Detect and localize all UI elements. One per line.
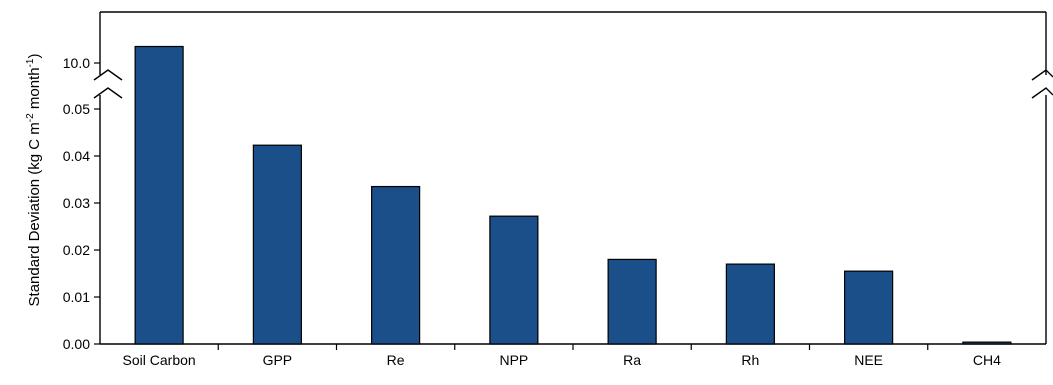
y-axis-title-main: Standard Deviation (kg C m bbox=[26, 122, 43, 306]
bar-ch4 bbox=[962, 341, 1012, 345]
y-tick-label: 0.01 bbox=[63, 289, 90, 305]
y-axis-ticks: 0.00 0.01 0.02 0.03 0.04 0.05 10.0 bbox=[63, 55, 100, 352]
plot-frame bbox=[93, 11, 1053, 345]
y-tick-label-break: 10.0 bbox=[63, 55, 90, 71]
x-tick-label: NEE bbox=[854, 352, 883, 368]
bar-soil-carbon bbox=[134, 45, 184, 345]
y-tick-label: 0.05 bbox=[63, 101, 90, 117]
y-axis-title-end: ) bbox=[26, 54, 43, 59]
axis-break-mark-left-lower bbox=[93, 87, 123, 99]
x-tick-label: NPP bbox=[499, 352, 528, 368]
bars bbox=[134, 45, 1012, 345]
y-tick-label: 0.03 bbox=[63, 195, 90, 211]
x-tick-label: Soil Carbon bbox=[123, 352, 196, 368]
axis-break-mark-right-upper bbox=[1031, 69, 1053, 81]
x-tick-label: Ra bbox=[623, 352, 641, 368]
x-tick-label: CH4 bbox=[973, 352, 1001, 368]
y-axis-title-sup1: -2 bbox=[25, 113, 36, 122]
axis-break-mark-left-upper bbox=[93, 69, 123, 81]
bar-nee bbox=[844, 270, 894, 345]
y-tick-label: 0.04 bbox=[63, 148, 90, 164]
bar-gpp bbox=[252, 144, 302, 345]
y-axis-title-mid: month bbox=[26, 67, 43, 113]
bar-ra bbox=[607, 258, 657, 345]
y-axis-title-sup2: -1 bbox=[25, 58, 36, 67]
bar-rh bbox=[725, 263, 775, 345]
bar-npp bbox=[489, 215, 539, 345]
y-axis-title: Standard Deviation (kg C m-2 month-1) bbox=[25, 54, 43, 307]
y-tick-label: 0.00 bbox=[63, 336, 90, 352]
bar-re bbox=[371, 185, 421, 345]
x-tick-label: GPP bbox=[263, 352, 293, 368]
x-tick-label: Re bbox=[387, 352, 405, 368]
axis-break-mark-right-lower bbox=[1031, 87, 1053, 99]
y-tick-label: 0.02 bbox=[63, 242, 90, 258]
x-axis-labels: Soil Carbon GPP Re NPP Ra Rh NEE CH4 bbox=[123, 344, 1001, 368]
x-tick-label: Rh bbox=[741, 352, 759, 368]
